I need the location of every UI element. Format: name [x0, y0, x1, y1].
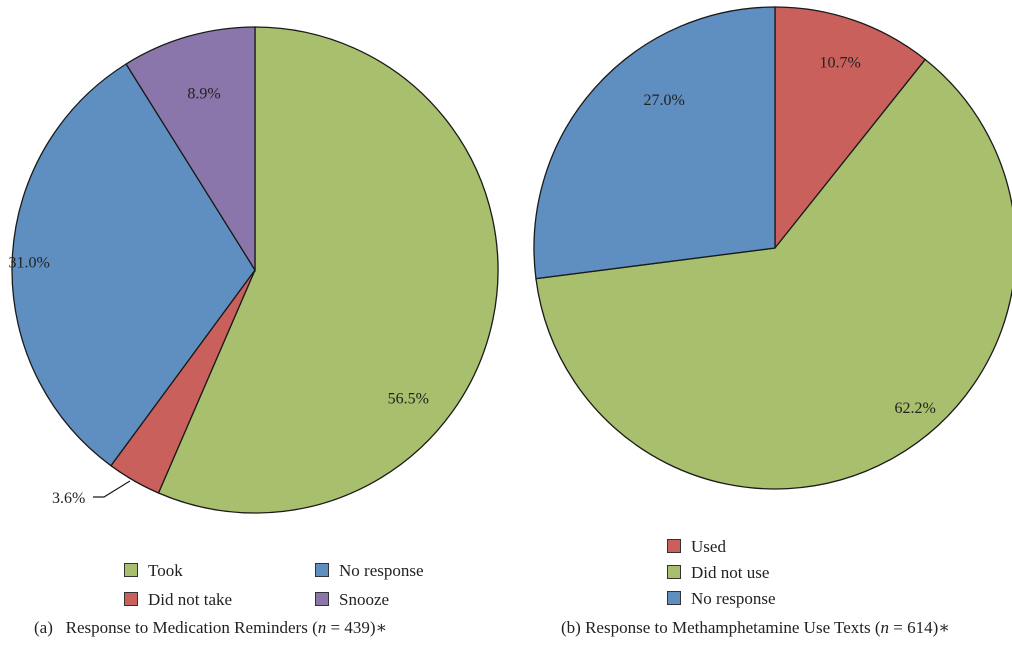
legend-swatch-no-response-a: [315, 563, 329, 577]
legend-item-no-response-b: No response: [667, 589, 776, 609]
caption-a-prefix: (a): [34, 618, 53, 637]
legend-label-used: Used: [691, 537, 726, 556]
legend-item-no-response-a: No response: [315, 561, 424, 581]
slice-label-did-not-take-a: 3.6%: [52, 490, 85, 507]
slice-label-no-response-b: 27.0%: [644, 92, 685, 109]
legend-label-took: Took: [148, 561, 183, 580]
pie-slice-no-response-b: [533, 6, 776, 280]
pie-slice-did-not-use-b: [535, 58, 1012, 490]
pie-slice-took-a: [157, 26, 499, 514]
legend-swatch-did-not-take: [124, 592, 138, 606]
pie-chart-methamphetamine-texts: 10.7% 62.2% 27.0%: [533, 6, 1012, 490]
legend-label-no-response-b: No response: [691, 589, 776, 608]
legend-label-no-response-a: No response: [339, 561, 424, 580]
slice-label-used-b: 10.7%: [820, 55, 861, 72]
caption-b: (b) Response to Methamphetamine Use Text…: [561, 618, 950, 638]
legend-swatch-used: [667, 539, 681, 553]
caption-a-n: n: [317, 618, 327, 637]
slice-label-did-not-use-b: 62.2%: [895, 400, 936, 417]
caption-b-prefix: (b): [561, 618, 581, 637]
pie-chart-medication-reminders: 56.5% 3.6% 31.0% 8.9%: [9, 26, 499, 514]
pie-slice-snooze-a: [125, 26, 256, 273]
legend-swatch-snooze: [315, 592, 329, 606]
caption-b-text: Response to Methamphetamine Use Texts (: [585, 618, 881, 637]
legend-item-did-not-take: Did not take: [124, 590, 232, 610]
legend-swatch-took: [124, 563, 138, 577]
legend-item-snooze: Snooze: [315, 590, 389, 610]
slice-label-snooze-a: 8.9%: [187, 86, 220, 103]
legend-label-snooze: Snooze: [339, 590, 390, 609]
caption-a: (a) Response to Medication Reminders (n …: [34, 618, 387, 638]
caption-b-n: n: [880, 618, 890, 637]
legend-label-did-not-take: Did not take: [148, 590, 233, 609]
leader-line-did-not-take-a: [93, 480, 131, 498]
slice-label-took-a: 56.5%: [388, 390, 429, 407]
legend-swatch-no-response-b: [667, 591, 681, 605]
pie-slice-used-b: [774, 6, 927, 250]
caption-b-count: = 614)∗: [889, 618, 950, 637]
caption-a-count: = 439)∗: [326, 618, 388, 637]
legend-label-did-not-use: Did not use: [691, 563, 770, 582]
pie-slice-no-response-a: [11, 63, 256, 467]
legend-item-took: Took: [124, 561, 183, 581]
legend-item-did-not-use: Did not use: [667, 563, 769, 583]
legend-swatch-did-not-use: [667, 565, 681, 579]
slice-label-no-response-a: 31.0%: [9, 255, 50, 272]
caption-a-text: Response to Medication Reminders (: [65, 618, 318, 637]
legend-item-used: Used: [667, 537, 726, 557]
